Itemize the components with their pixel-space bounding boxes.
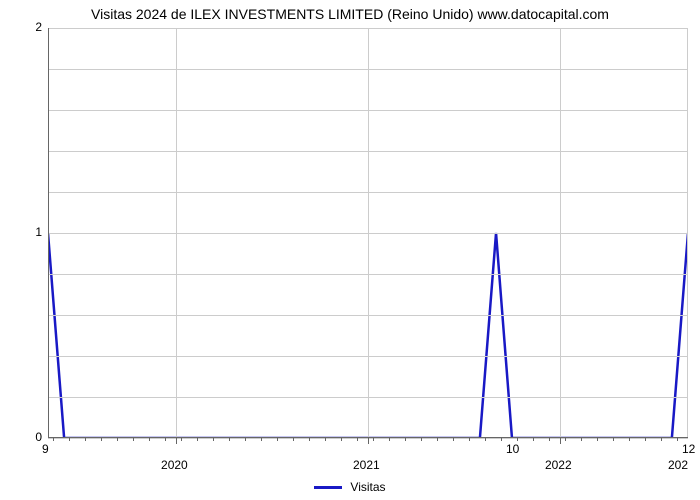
x-minor-tick xyxy=(373,438,374,441)
x-minor-tick xyxy=(101,438,102,441)
x-minor-tick xyxy=(581,438,582,441)
y-axis-label: 2 xyxy=(35,20,42,34)
x-axis-label-truncated: 202 xyxy=(668,458,688,472)
x-minor-tick xyxy=(469,438,470,441)
x-minor-tick xyxy=(533,438,534,441)
plot-border xyxy=(48,28,688,29)
x-minor-tick xyxy=(549,438,550,441)
x-axis-label: 2021 xyxy=(353,458,380,472)
x-minor-tick xyxy=(501,438,502,441)
x-minor-tick xyxy=(485,438,486,441)
y-axis-label: 0 xyxy=(35,430,42,444)
x-minor-tick xyxy=(165,438,166,441)
x-minor-tick xyxy=(565,438,566,441)
x-axis-label: 2022 xyxy=(545,458,572,472)
x-minor-tick xyxy=(245,438,246,441)
gridline-vertical xyxy=(368,28,369,438)
x-minor-tick xyxy=(197,438,198,441)
legend-label: Visitas xyxy=(350,480,385,494)
x-minor-tick xyxy=(85,438,86,441)
x-minor-tick xyxy=(629,438,630,441)
gridline-vertical xyxy=(560,28,561,438)
x-minor-tick xyxy=(357,438,358,441)
plot-area xyxy=(48,28,688,438)
axis-line xyxy=(48,28,49,438)
x-minor-tick xyxy=(405,438,406,441)
x-minor-tick xyxy=(517,438,518,441)
x-minor-tick xyxy=(293,438,294,441)
x-minor-tick xyxy=(325,438,326,441)
x-minor-tick xyxy=(421,438,422,441)
x-minor-tick xyxy=(453,438,454,441)
x-minor-tick xyxy=(389,438,390,441)
x-minor-tick xyxy=(341,438,342,441)
x-minor-tick xyxy=(645,438,646,441)
x-tick xyxy=(176,438,177,444)
x-minor-tick xyxy=(149,438,150,441)
x-minor-tick xyxy=(181,438,182,441)
x-minor-tick xyxy=(53,438,54,441)
chart-container: Visitas 2024 de ILEX INVESTMENTS LIMITED… xyxy=(0,0,700,500)
y-axis-label: 1 xyxy=(35,225,42,239)
chart-title: Visitas 2024 de ILEX INVESTMENTS LIMITED… xyxy=(0,6,700,22)
plot-border xyxy=(687,28,688,438)
x-axis-label: 2020 xyxy=(161,458,188,472)
x-minor-tick xyxy=(277,438,278,441)
x-boundary-label: 12 xyxy=(682,442,695,456)
x-minor-tick xyxy=(117,438,118,441)
x-minor-tick xyxy=(613,438,614,441)
x-minor-tick xyxy=(213,438,214,441)
x-minor-tick xyxy=(437,438,438,441)
gridline-vertical xyxy=(176,28,177,438)
x-minor-tick xyxy=(261,438,262,441)
x-minor-tick xyxy=(133,438,134,441)
x-tick xyxy=(368,438,369,444)
x-minor-tick xyxy=(661,438,662,441)
x-boundary-label: 9 xyxy=(42,442,49,456)
x-tick xyxy=(560,438,561,444)
legend-swatch xyxy=(314,486,342,489)
x-minor-tick xyxy=(229,438,230,441)
x-minor-tick xyxy=(597,438,598,441)
x-minor-tick xyxy=(677,438,678,441)
legend: Visitas xyxy=(0,480,700,494)
x-minor-tick xyxy=(69,438,70,441)
x-minor-tick xyxy=(309,438,310,441)
x-boundary-label: 10 xyxy=(506,442,519,456)
